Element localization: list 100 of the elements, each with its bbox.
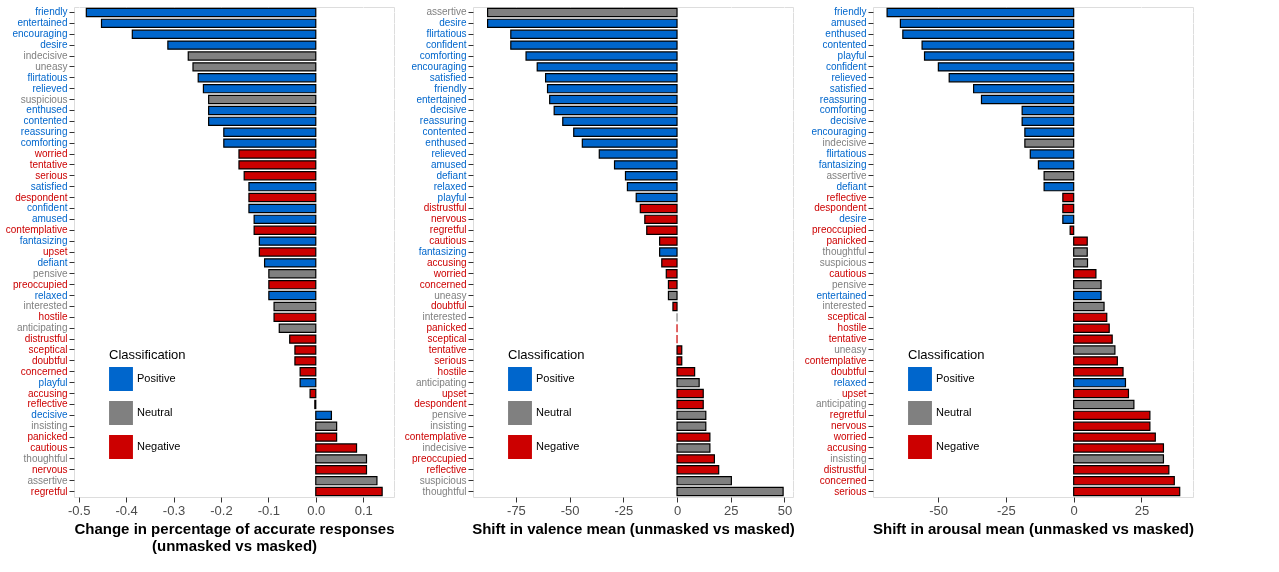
y-tick-label: insisting <box>830 452 867 464</box>
bar <box>208 94 317 105</box>
bar <box>248 192 317 203</box>
x-tick-label: -75 <box>507 502 526 518</box>
y-tick-label: defiant <box>37 256 68 268</box>
bar <box>315 486 383 497</box>
y-tick-label: friendly <box>434 82 467 94</box>
bar <box>635 192 678 203</box>
y-tick-label: despondent <box>814 202 867 214</box>
y-tick-label: flirtatious <box>27 71 68 83</box>
y-tick-label: tentative <box>428 344 467 355</box>
bar <box>667 290 678 301</box>
y-tick-label: contemplative <box>5 224 68 236</box>
y-tick-label: amused <box>830 17 867 29</box>
y-tick-label: hostile <box>837 322 867 334</box>
y-tick-label: cautious <box>30 442 68 453</box>
bar <box>676 388 704 399</box>
bar <box>886 7 1075 18</box>
y-tick-label: worried <box>832 431 867 443</box>
y-tick-label: friendly <box>35 6 68 18</box>
y-tick-label: confident <box>26 202 68 214</box>
x-tick-label: 0.0 <box>307 502 326 518</box>
y-tick-label: comforting <box>419 50 467 61</box>
y-tick-label: worried <box>432 267 467 279</box>
legend-title: Classification <box>109 347 186 362</box>
y-tick-label: anticipating <box>16 322 68 334</box>
y-tick-label: desire <box>839 213 867 225</box>
x-tick-label: -50 <box>560 502 580 518</box>
x-tick-label: 0 <box>673 502 682 518</box>
y-tick-label: nervous <box>830 420 867 432</box>
y-tick-label: distrustful <box>823 463 867 475</box>
x-tick-label: 0 <box>1070 502 1078 518</box>
legend-title: Classification <box>908 347 985 362</box>
y-tick-label: tentative <box>828 333 867 345</box>
y-tick-label: regretful <box>829 409 867 421</box>
y-tick-label: defiant <box>436 169 467 181</box>
bar <box>268 290 317 301</box>
y-tick-label: contented <box>422 126 467 138</box>
y-tick-label: reassuring <box>819 93 867 105</box>
legend-label: Negative <box>137 440 181 452</box>
y-tick-label: relaxed <box>833 376 867 388</box>
y-tick-label: thoughtful <box>23 452 68 464</box>
bar <box>309 388 317 399</box>
bar <box>1062 203 1075 214</box>
y-tick-label: despondent <box>15 191 68 203</box>
bar <box>1073 388 1130 399</box>
x-axis-title: Shift in arousal mean (unmasked vs masked) <box>873 519 1194 537</box>
y-tick-label: interested <box>822 300 867 312</box>
y-tick-label: fantasizing <box>818 158 867 170</box>
y-tick-label: uneasy <box>834 344 867 355</box>
y-tick-label: sceptical <box>427 333 467 345</box>
y-tick-label: tentative <box>29 158 68 170</box>
x-tick-label: -0.3 <box>162 502 186 518</box>
y-tick-label: encouraging <box>411 60 467 72</box>
y-tick-label: indecisive <box>422 442 467 453</box>
y-tick-label: enthused <box>425 137 467 149</box>
x-tick-label: 25 <box>1134 502 1150 518</box>
y-tick-label: regretful <box>30 485 68 497</box>
legend-label: Negative <box>936 440 980 452</box>
y-tick-label: decisive <box>430 104 467 116</box>
y-tick-label: panicked <box>826 235 867 247</box>
y-tick-label: enthused <box>825 28 867 40</box>
y-tick-label: relaxed <box>34 289 68 301</box>
legend-label: Negative <box>536 440 580 452</box>
y-tick-label: reflective <box>426 463 467 475</box>
legend-label: Neutral <box>137 406 173 418</box>
y-tick-label: entertained <box>816 289 867 301</box>
x-tick-label: -0.5 <box>68 502 91 518</box>
y-tick-label: insisting <box>31 420 68 432</box>
y-tick-label: relieved <box>831 71 867 83</box>
y-tick-label: cautious <box>429 235 467 247</box>
y-tick-label: doubtful <box>31 354 68 366</box>
x-axis-title: Change in percentage of accurate responses (unmasked vs masked) <box>74 519 395 554</box>
bar <box>672 301 678 312</box>
bar <box>248 203 317 214</box>
bar <box>1073 399 1135 410</box>
x-tick-label: 50 <box>777 502 793 518</box>
y-tick-label: regretful <box>429 224 467 236</box>
y-tick-label: suspicious <box>819 256 867 268</box>
y-tick-label: assertive <box>426 6 467 18</box>
bar <box>1062 192 1075 203</box>
y-tick-label: suspicious <box>20 93 68 105</box>
y-tick-label: worried <box>33 148 68 159</box>
y-tick-label: indecisive <box>822 137 867 149</box>
y-tick-label: friendly <box>834 6 867 18</box>
legend-label: Positive <box>936 372 975 384</box>
y-tick-label: preoccupied <box>13 278 68 290</box>
y-tick-label: desire <box>40 39 68 51</box>
y-tick-label: pensive <box>33 267 68 279</box>
bar <box>208 105 317 116</box>
bar <box>676 486 784 497</box>
y-tick-label: upset <box>43 246 68 257</box>
y-tick-label: accusing <box>827 442 867 453</box>
y-tick-label: panicked <box>27 431 68 443</box>
y-tick-label: contented <box>822 39 867 51</box>
x-tick-label: -0.4 <box>115 502 138 518</box>
legend-label: Positive <box>137 372 176 384</box>
y-tick-label: preoccupied <box>412 452 467 464</box>
bar <box>1073 486 1181 497</box>
y-tick-label: amused <box>31 213 68 225</box>
